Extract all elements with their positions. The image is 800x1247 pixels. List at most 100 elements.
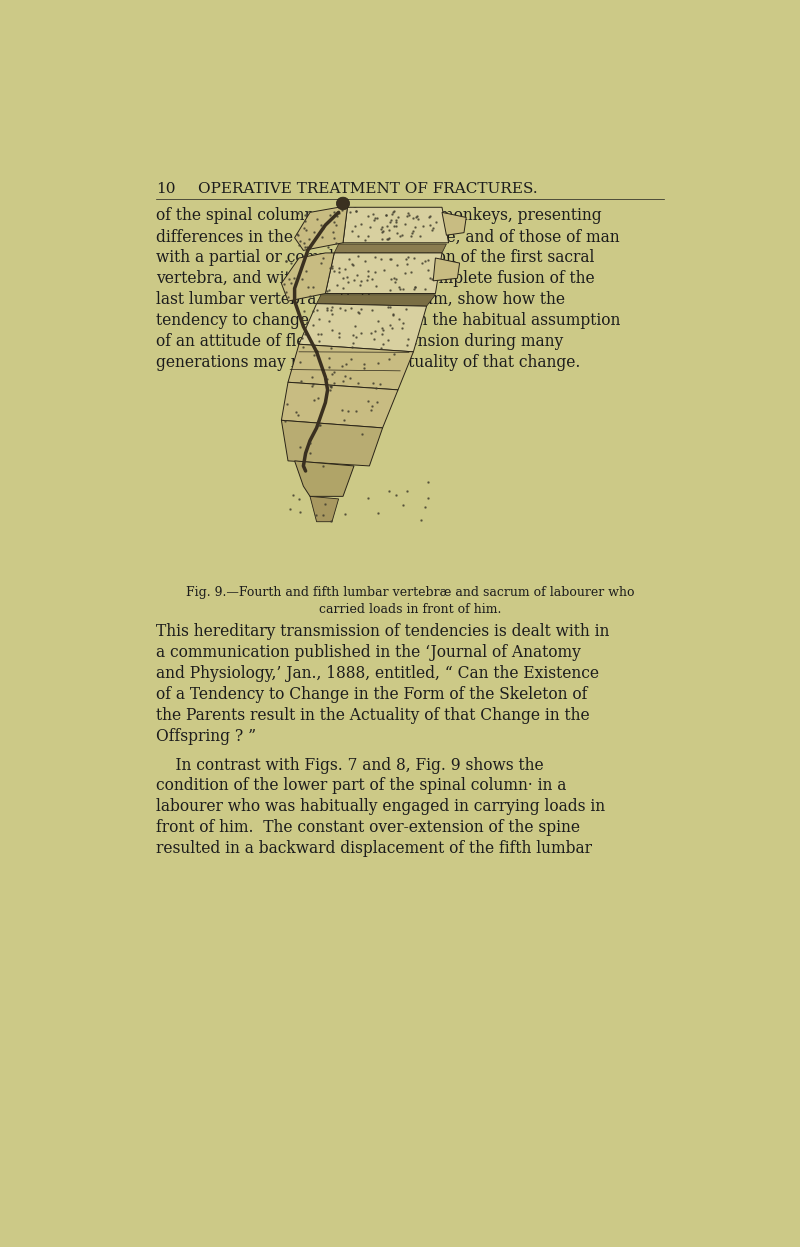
- Point: [408, 279, 421, 299]
- Point: [283, 269, 296, 289]
- Point: [351, 302, 364, 322]
- Point: [327, 363, 340, 383]
- Point: [386, 304, 399, 324]
- Point: [363, 217, 376, 237]
- Polygon shape: [288, 344, 414, 390]
- Polygon shape: [334, 244, 446, 253]
- Point: [367, 205, 380, 224]
- Point: [409, 217, 422, 237]
- Polygon shape: [294, 461, 354, 496]
- Point: [316, 227, 329, 247]
- Point: [308, 390, 321, 410]
- Point: [324, 205, 337, 224]
- Polygon shape: [282, 383, 398, 428]
- Point: [298, 233, 311, 253]
- Point: [303, 433, 316, 453]
- Point: [384, 212, 397, 232]
- Point: [424, 268, 437, 288]
- Point: [390, 485, 402, 505]
- Point: [306, 367, 318, 387]
- Point: [337, 278, 350, 298]
- Point: [350, 202, 362, 222]
- Point: [312, 324, 325, 344]
- Point: [395, 318, 408, 338]
- Point: [323, 380, 336, 400]
- Point: [304, 443, 317, 463]
- Point: [368, 247, 381, 267]
- Point: [307, 345, 320, 365]
- Polygon shape: [282, 253, 334, 301]
- Text: carried loads in front of him.: carried loads in front of him.: [319, 604, 501, 616]
- Point: [426, 269, 438, 289]
- Point: [333, 328, 346, 348]
- Point: [385, 269, 398, 289]
- Point: [370, 378, 382, 398]
- Point: [350, 402, 362, 421]
- Text: 10: 10: [156, 182, 175, 196]
- Point: [323, 258, 336, 278]
- Point: [351, 246, 364, 266]
- Point: [359, 229, 372, 249]
- Point: [345, 349, 358, 369]
- Point: [388, 344, 401, 364]
- Point: [355, 323, 368, 343]
- Point: [407, 248, 420, 268]
- Point: [315, 216, 328, 236]
- Point: [390, 254, 403, 274]
- Point: [350, 201, 362, 221]
- Point: [322, 348, 335, 368]
- Point: [354, 298, 367, 318]
- Point: [362, 261, 374, 281]
- Point: [278, 274, 290, 294]
- Point: [343, 249, 356, 269]
- Point: [338, 258, 351, 278]
- Point: [402, 329, 414, 349]
- Point: [314, 415, 326, 435]
- Point: [338, 504, 351, 524]
- Point: [342, 272, 354, 292]
- Point: [298, 237, 311, 257]
- Point: [314, 253, 327, 273]
- Point: [326, 297, 338, 317]
- Point: [384, 209, 397, 229]
- Text: tendency to change consequent on the habitual assumption: tendency to change consequent on the hab…: [156, 312, 620, 329]
- Point: [391, 207, 404, 227]
- Point: [327, 373, 340, 393]
- Point: [412, 209, 425, 229]
- Point: [344, 298, 357, 318]
- Point: [375, 222, 388, 242]
- Text: vertebra, and with a more or less complete fusion of the: vertebra, and with a more or less comple…: [156, 271, 594, 287]
- Point: [321, 298, 334, 318]
- Point: [346, 256, 359, 276]
- Point: [328, 212, 341, 232]
- Point: [331, 206, 344, 226]
- Point: [322, 281, 335, 301]
- Point: [303, 287, 316, 307]
- Point: [327, 202, 340, 222]
- Point: [347, 271, 360, 291]
- Text: In contrast with Figs. 7 and 8, Fig. 9 shows the: In contrast with Figs. 7 and 8, Fig. 9 s…: [156, 757, 543, 773]
- Point: [422, 488, 434, 508]
- Point: [310, 342, 323, 362]
- Point: [325, 299, 338, 319]
- Point: [325, 338, 338, 358]
- Point: [300, 261, 313, 281]
- Point: [384, 297, 397, 317]
- Point: [402, 247, 414, 267]
- Point: [301, 312, 314, 332]
- Point: [421, 259, 434, 279]
- Point: [380, 216, 393, 236]
- Point: [406, 208, 419, 228]
- Point: [422, 471, 434, 491]
- Point: [366, 301, 378, 320]
- Text: This hereditary transmission of tendencies is dealt with in: This hereditary transmission of tendenci…: [156, 624, 609, 640]
- Point: [400, 299, 413, 319]
- Point: [417, 216, 430, 236]
- Point: [409, 277, 422, 297]
- Point: [294, 370, 307, 390]
- Point: [302, 278, 314, 298]
- Point: [339, 354, 352, 374]
- Point: [358, 358, 370, 378]
- Point: [296, 269, 309, 289]
- Point: [330, 214, 342, 234]
